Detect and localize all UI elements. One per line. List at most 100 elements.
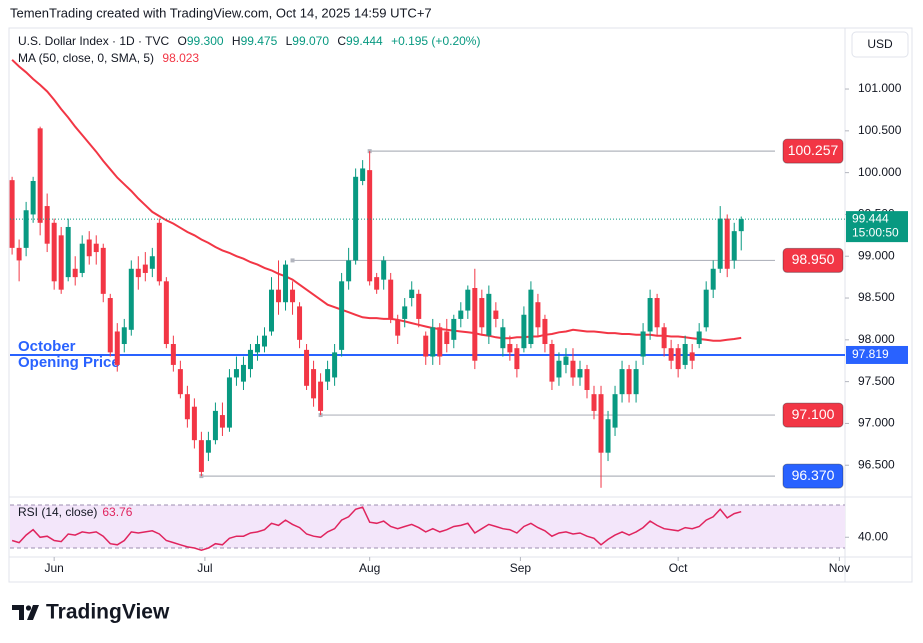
level-tag: [782, 138, 844, 164]
candle-body: [444, 331, 450, 345]
candle-body: [16, 247, 22, 261]
candle-body: [402, 306, 408, 319]
level-tag: [782, 247, 844, 273]
candle-body: [233, 369, 239, 378]
x-tick-label: Nov: [829, 561, 850, 575]
candle-body: [682, 344, 688, 365]
candle-body: [114, 331, 120, 365]
brand: TradingView: [46, 601, 170, 624]
y-tick-label: 98.000: [858, 332, 895, 346]
candle-body: [135, 268, 141, 278]
opening-tag: [846, 345, 908, 364]
symbol: U.S. Dollar Index · 1D · TVC: [18, 34, 169, 48]
rsi-name: RSI (14, close): [18, 505, 97, 519]
level-anchor: [290, 258, 295, 263]
watermark: TemenTrading created with TradingView.co…: [10, 5, 432, 20]
logo-icon: [27, 605, 39, 620]
candle-body: [184, 394, 190, 420]
opening-label: October: [18, 338, 76, 355]
candle-body: [205, 440, 211, 453]
candle-body: [163, 281, 169, 345]
candle-body: [689, 352, 695, 361]
candle-body: [346, 260, 352, 282]
candle-body: [142, 264, 148, 273]
candle-body: [472, 288, 478, 361]
ohlc-key: C: [337, 34, 346, 48]
candle-body: [318, 381, 324, 411]
candle-body: [514, 348, 520, 370]
ohlc-value: 99.070: [292, 34, 329, 48]
candle-body: [332, 352, 338, 378]
candle-body: [458, 310, 464, 319]
candle-body: [395, 319, 401, 336]
logo-icon: [12, 605, 24, 620]
candle-body: [437, 327, 443, 357]
ohlc-value: 99.475: [241, 34, 278, 48]
candle-body: [563, 356, 569, 365]
opening-tag-label: 97.819: [852, 347, 889, 361]
rsi-value: 63.76: [102, 505, 132, 519]
candle-body: [93, 243, 99, 253]
ohlc-value: 99.300: [187, 34, 224, 48]
candle-body: [556, 360, 562, 378]
legend-ma: MA (50, close, 0, SMA, 5) 98.023: [18, 51, 199, 65]
candle-body: [9, 180, 15, 248]
candle-body: [367, 170, 373, 282]
ohlc-value: 99.444: [346, 34, 383, 48]
logo: TradingView: [12, 601, 170, 624]
y-tick-label: 96.500: [858, 457, 895, 471]
candle-body: [247, 349, 253, 370]
candle-body: [738, 219, 744, 232]
candle-body: [297, 306, 303, 340]
ma-value: 98.023: [162, 51, 199, 65]
currency[interactable]: USD: [867, 37, 893, 51]
candle-body: [325, 369, 331, 382]
candle-body: [261, 335, 267, 347]
candle-body: [212, 410, 218, 441]
candle-body: [507, 344, 513, 353]
frame: [8, 27, 913, 583]
x-tick-label: Sep: [510, 561, 532, 575]
currency-box[interactable]: [851, 31, 909, 58]
y-tick-label: 100.000: [858, 165, 902, 179]
candle-body: [731, 231, 737, 261]
ohlc-key: O: [178, 34, 187, 48]
candle-body: [37, 128, 43, 223]
candle-body: [451, 318, 457, 340]
rsi-line: [11, 506, 742, 551]
candle-body: [290, 289, 296, 303]
candle-body: [177, 369, 183, 395]
candle-body: [339, 281, 345, 350]
candle-body: [654, 298, 660, 328]
candle-body: [304, 349, 310, 386]
y-tick-label: 97.000: [858, 416, 895, 430]
ohlc-key: L: [286, 34, 293, 48]
y-tick-label: 99.000: [858, 248, 895, 262]
candle-body: [23, 210, 29, 248]
rsi-band: [10, 505, 845, 549]
ma-name: MA (50, close, 0, SMA, 5): [18, 51, 154, 65]
x-tick-label: Jul: [197, 561, 212, 575]
candle-body: [191, 406, 197, 441]
rsi-legend: RSI (14, close) 63.76: [18, 505, 133, 519]
candle-body: [269, 289, 275, 332]
candle-body: [668, 348, 674, 361]
candle-body: [612, 394, 618, 428]
candle-body: [44, 206, 50, 244]
level-label: 100.257: [788, 142, 839, 158]
candle-body: [647, 298, 653, 332]
candle-body: [528, 289, 534, 345]
y-tick-label: 100.500: [858, 123, 902, 137]
candle-body: [640, 331, 646, 357]
candle-body: [661, 327, 667, 349]
candle-body: [311, 369, 317, 399]
candle-body: [570, 360, 576, 378]
candle-body: [605, 419, 611, 453]
candle-body: [409, 289, 415, 299]
candle-body: [416, 293, 422, 319]
y-tick-label: 98.500: [858, 290, 895, 304]
candle-body: [30, 180, 36, 215]
candle-body: [724, 218, 730, 269]
y-tick-label: 101.000: [858, 81, 902, 95]
